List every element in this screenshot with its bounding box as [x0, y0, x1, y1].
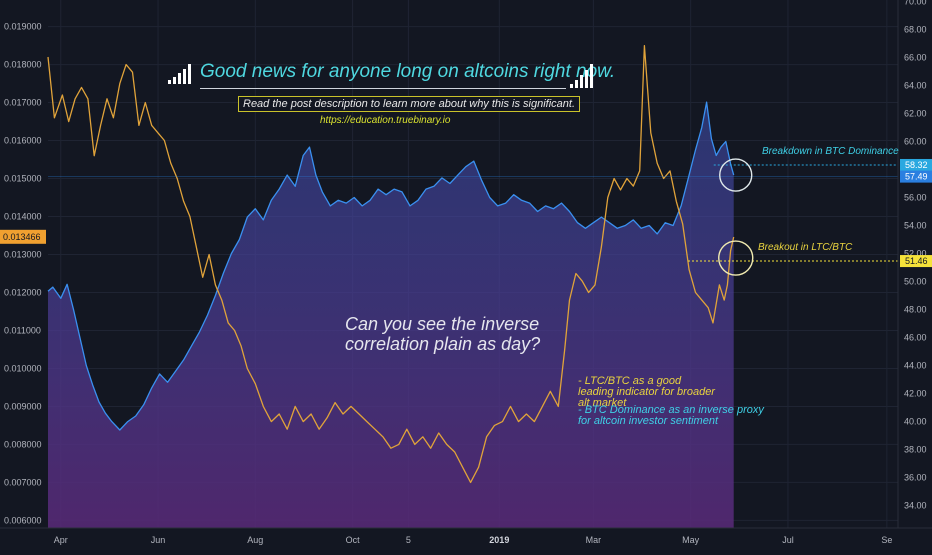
right-price-marker-label: 51.46: [905, 256, 928, 266]
x-tick-label: May: [682, 535, 700, 545]
series-line-0: [47, 101, 735, 431]
right-tick-label: 48.00: [904, 305, 927, 315]
right-tick-label: 56.00: [904, 192, 927, 202]
headline: Good news for anyone long on altcoins ri…: [200, 61, 616, 82]
series-area-0: [48, 102, 734, 528]
btc-breakdown-circle: [719, 158, 753, 192]
right-tick-label: 52.00: [904, 248, 927, 258]
series-lines: [47, 44, 735, 484]
series-line-1: [47, 44, 735, 484]
right-tick-label: 62.00: [904, 108, 927, 118]
left-tick-label: 0.017000: [4, 98, 42, 108]
right-price-marker: [900, 255, 932, 268]
signal-bars-right-icon: [570, 62, 598, 88]
right-tick-label: 64.00: [904, 80, 927, 90]
left-tick-label: 0.008000: [4, 439, 42, 449]
x-tick-label: Jul: [782, 535, 794, 545]
x-tick-label: Se: [881, 535, 892, 545]
left-tick-label: 0.006000: [4, 515, 42, 525]
description-box: Read the post description to learn more …: [238, 96, 581, 112]
left-tick-label: 0.009000: [4, 401, 42, 411]
right-tick-label: 36.00: [904, 473, 927, 483]
headline-underline: [200, 88, 566, 89]
left-tick-label: 0.012000: [4, 287, 42, 297]
left-tick-label: 0.014000: [4, 212, 42, 222]
x-tick-label: 5: [406, 535, 411, 545]
ltc-breakout-circle: [718, 240, 754, 276]
ltc-note: - LTC/BTC as a good leading indicator fo…: [578, 375, 715, 409]
right-tick-label: 38.00: [904, 445, 927, 455]
btc-note: - BTC Dominance as an inverse proxy for …: [578, 404, 764, 427]
left-tick-label: 0.010000: [4, 363, 42, 373]
right-tick-label: 66.00: [904, 52, 927, 62]
left-price-marker: [0, 229, 46, 244]
left-tick-label: 0.019000: [4, 22, 42, 32]
x-tick-label: Aug: [247, 535, 263, 545]
left-tick-label: 0.007000: [4, 477, 42, 487]
right-price-marker-label: 57.49: [905, 172, 928, 182]
right-tick-label: 50.00: [904, 277, 927, 287]
chart-overlays: [48, 158, 898, 276]
right-tick-label: 70.00: [904, 0, 927, 6]
right-tick-label: 34.00: [904, 501, 927, 511]
x-tick-label: Jun: [151, 535, 166, 545]
right-tick-label: 40.00: [904, 417, 927, 427]
right-price-marker: [900, 170, 932, 183]
btc-dominance-area: [48, 102, 734, 528]
left-price-marker-label: 0.013466: [3, 232, 41, 242]
right-tick-label: 46.00: [904, 333, 927, 343]
right-price-marker-label: 58.32: [905, 160, 928, 170]
signal-bars-left-icon: [168, 62, 196, 84]
x-tick-label: Apr: [54, 535, 68, 545]
left-tick-label: 0.015000: [4, 174, 42, 184]
left-tick-label: 0.018000: [4, 60, 42, 70]
x-tick-label: 2019: [489, 535, 509, 545]
left-tick-label: 0.016000: [4, 136, 42, 146]
ltc-breakout-label: Breakout in LTC/BTC: [758, 242, 853, 253]
right-tick-label: 42.00: [904, 389, 927, 399]
left-tick-label: 0.011000: [4, 325, 41, 335]
right-tick-label: 54.00: [904, 220, 927, 230]
btc-breakdown-label: Breakdown in BTC Dominance: [762, 146, 899, 157]
right-tick-label: 60.00: [904, 136, 927, 146]
right-tick-label: 68.00: [904, 24, 927, 34]
right-price-marker: [900, 158, 932, 171]
x-tick-label: Oct: [346, 535, 361, 545]
question-annotation: Can you see the inverse correlation plai…: [345, 314, 541, 354]
source-url[interactable]: https://education.truebinary.io: [320, 115, 451, 126]
right-tick-label: 44.00: [904, 361, 927, 371]
left-tick-label: 0.013000: [4, 250, 42, 260]
x-tick-label: Mar: [586, 535, 602, 545]
